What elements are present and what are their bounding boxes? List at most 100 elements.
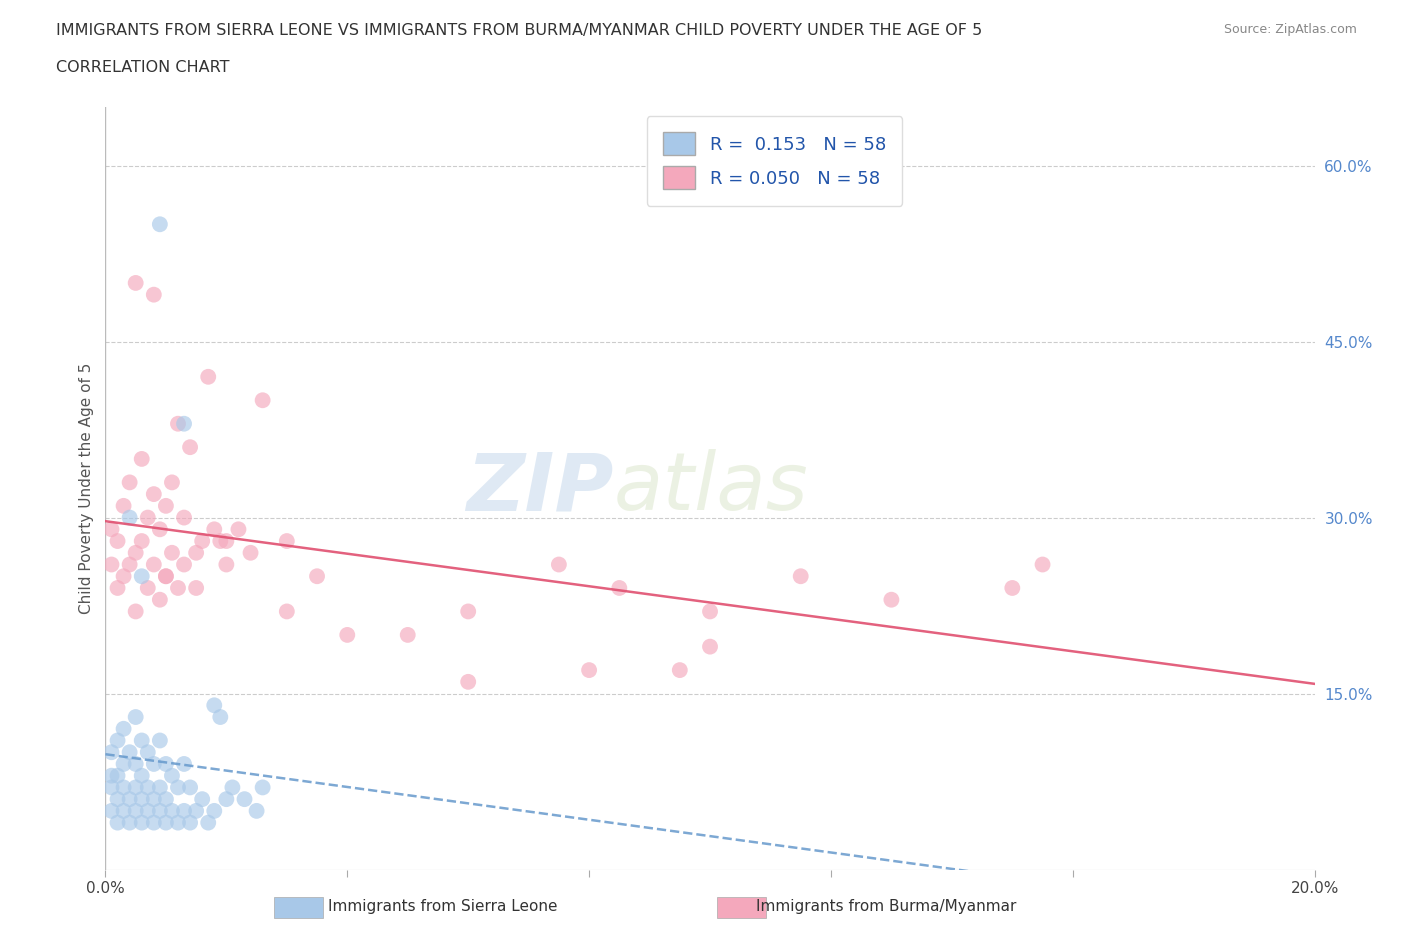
Point	[155, 498, 177, 513]
Point	[118, 745, 141, 760]
Point	[118, 475, 141, 490]
Point	[107, 768, 129, 783]
Point	[173, 756, 195, 771]
Point	[142, 287, 165, 302]
Point	[160, 475, 183, 490]
Point	[107, 791, 129, 806]
Point	[131, 569, 153, 584]
Point	[457, 604, 479, 618]
Point	[167, 780, 190, 795]
Text: Source: ZipAtlas.com: Source: ZipAtlas.com	[1223, 23, 1357, 36]
Point	[155, 816, 177, 830]
Text: Immigrants from Burma/Myanmar: Immigrants from Burma/Myanmar	[755, 899, 1017, 914]
Text: Immigrants from Sierra Leone: Immigrants from Sierra Leone	[328, 899, 558, 914]
Point	[136, 511, 159, 525]
Point	[136, 745, 159, 760]
Point	[215, 791, 238, 806]
Point	[155, 569, 177, 584]
Point	[124, 756, 148, 771]
Text: atlas: atlas	[613, 449, 808, 527]
Point	[100, 768, 122, 783]
Text: CORRELATION CHART: CORRELATION CHART	[56, 60, 229, 75]
Point	[699, 604, 721, 618]
Point	[131, 768, 153, 783]
Point	[149, 804, 172, 818]
Point	[124, 780, 148, 795]
Point	[209, 534, 232, 549]
Point	[100, 780, 122, 795]
Point	[307, 569, 329, 584]
Point	[179, 816, 201, 830]
Point	[131, 791, 153, 806]
Point	[239, 545, 262, 560]
Point	[118, 816, 141, 830]
Point	[131, 534, 153, 549]
Point	[173, 417, 195, 432]
Point	[149, 522, 172, 537]
Point	[179, 440, 201, 455]
Point	[186, 804, 208, 818]
Text: IMMIGRANTS FROM SIERRA LEONE VS IMMIGRANTS FROM BURMA/MYANMAR CHILD POVERTY UNDE: IMMIGRANTS FROM SIERRA LEONE VS IMMIGRAN…	[56, 23, 983, 38]
Point	[202, 804, 225, 818]
Point	[246, 804, 269, 818]
Point	[107, 534, 129, 549]
Point	[548, 557, 571, 572]
Legend: R =  0.153   N = 58, R = 0.050   N = 58: R = 0.153 N = 58, R = 0.050 N = 58	[647, 116, 903, 206]
Point	[699, 639, 721, 654]
Point	[112, 498, 135, 513]
Point	[136, 580, 159, 595]
Point	[124, 804, 148, 818]
Point	[336, 628, 359, 643]
Point	[160, 545, 183, 560]
Point	[215, 534, 238, 549]
Point	[131, 816, 153, 830]
Point	[167, 417, 190, 432]
Point	[173, 511, 195, 525]
Point	[186, 580, 208, 595]
Point	[578, 663, 600, 678]
Point	[173, 804, 195, 818]
Point	[276, 604, 298, 618]
Point	[124, 710, 148, 724]
Point	[155, 791, 177, 806]
Point	[790, 569, 813, 584]
Point	[118, 791, 141, 806]
Point	[142, 816, 165, 830]
Point	[149, 780, 172, 795]
Point	[149, 217, 172, 232]
Point	[112, 722, 135, 737]
Point	[669, 663, 692, 678]
Point	[457, 674, 479, 689]
Point	[155, 569, 177, 584]
Point	[100, 804, 122, 818]
Point	[100, 522, 122, 537]
Point	[112, 756, 135, 771]
Point	[167, 580, 190, 595]
Point	[160, 768, 183, 783]
Point	[252, 392, 274, 407]
Point	[149, 733, 172, 748]
Point	[112, 804, 135, 818]
Point	[228, 522, 250, 537]
Point	[107, 580, 129, 595]
Point	[124, 604, 148, 618]
Y-axis label: Child Poverty Under the Age of 5: Child Poverty Under the Age of 5	[79, 363, 94, 614]
Point	[155, 756, 177, 771]
Point	[276, 534, 298, 549]
Point	[215, 557, 238, 572]
Point	[131, 451, 153, 466]
Point	[107, 816, 129, 830]
Point	[142, 756, 165, 771]
Point	[880, 592, 903, 607]
Point	[167, 816, 190, 830]
Point	[124, 545, 148, 560]
Point	[252, 780, 274, 795]
Point	[209, 710, 232, 724]
Point	[233, 791, 256, 806]
Point	[202, 522, 225, 537]
Point	[179, 780, 201, 795]
Text: ZIP: ZIP	[465, 449, 613, 527]
Point	[100, 745, 122, 760]
Point	[142, 557, 165, 572]
Point	[107, 733, 129, 748]
